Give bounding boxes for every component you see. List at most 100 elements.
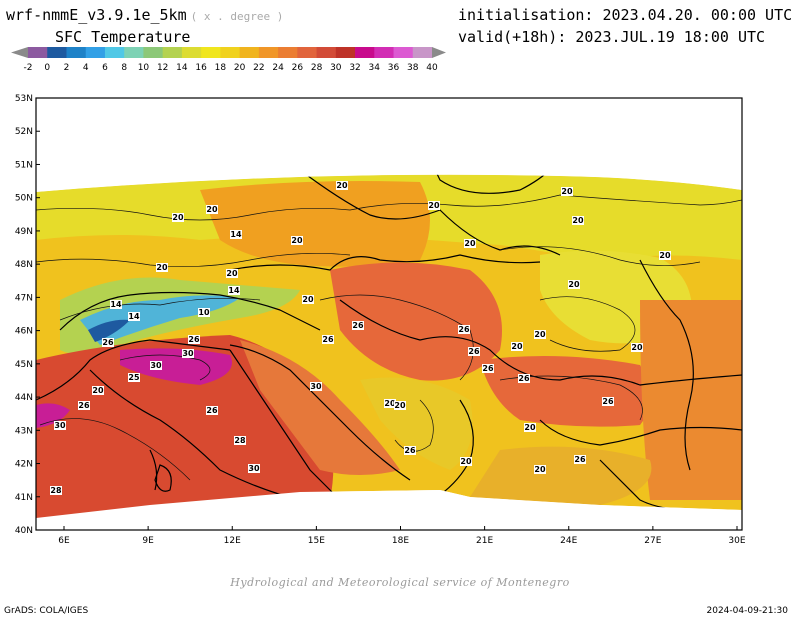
contour-label: 14 xyxy=(128,312,140,321)
contour-label-bg xyxy=(230,230,242,239)
contour-label-bg xyxy=(234,436,246,445)
contour-label: 20 xyxy=(206,205,218,214)
contour-label-bg xyxy=(322,335,334,344)
contour-label: 20 xyxy=(291,236,303,245)
colorbar-tick-label: 8 xyxy=(121,63,127,73)
colorbar-tick-label: 14 xyxy=(176,63,188,73)
contour-label-bg xyxy=(404,446,416,455)
contour-label-bg xyxy=(78,401,90,410)
contour-label: 20 xyxy=(156,263,168,272)
colorbar-tick-label: 26 xyxy=(292,63,304,73)
colorbar-swatch xyxy=(297,47,318,58)
contour-label-bg xyxy=(352,321,364,330)
contour-label: 26 xyxy=(574,455,586,464)
longitude-labels: 6E 9E 12E 15E 18E 21E 24E 27E 30E xyxy=(58,526,746,546)
colorbar-tick-label: 30 xyxy=(330,63,342,73)
contour-label-bg xyxy=(524,423,536,432)
contour-label-bg xyxy=(102,338,114,347)
lat-label: 51N xyxy=(15,160,33,170)
contour-label-bg xyxy=(561,187,573,196)
contour-label: 20 xyxy=(336,181,348,190)
contour-label: 20 xyxy=(534,465,546,474)
contour-label: 26 xyxy=(352,321,364,330)
lon-label: 21E xyxy=(476,536,493,546)
colorbar-tick-label: 10 xyxy=(138,63,150,73)
colorbar-swatch xyxy=(162,47,183,58)
border-czech-slovakia xyxy=(299,169,561,256)
coast-sardinia xyxy=(149,449,158,491)
contour-label: 20 xyxy=(394,401,406,410)
colorbar-swatch xyxy=(28,47,48,58)
lat-label: 43N xyxy=(15,426,33,436)
contour-label: 20 xyxy=(524,423,536,432)
footer-timestamp: 2024-04-09-21:30 xyxy=(706,606,789,616)
colorbar-tick-label: 36 xyxy=(388,63,400,73)
map-frame xyxy=(35,97,743,531)
contour-label-bg xyxy=(291,236,303,245)
init-label: initialisation: xyxy=(458,6,594,24)
colorbar-tick-label: 18 xyxy=(215,63,227,73)
colorbar-swatch xyxy=(143,47,164,58)
contour-20-east xyxy=(499,246,701,266)
contour-label: 20 xyxy=(464,239,476,248)
valid-label: valid(+18h): xyxy=(458,28,567,46)
colorbar-swatch xyxy=(201,47,221,58)
contour-label: 14 xyxy=(110,300,122,309)
contour-label: 30 xyxy=(54,421,66,430)
contour-label: 26 xyxy=(404,446,416,455)
colorbar-swatch xyxy=(104,47,125,58)
colorbar-swatch xyxy=(335,47,356,58)
contour-label: 20 xyxy=(384,399,396,408)
contour-label: 26 xyxy=(322,335,334,344)
contour-label: 20 xyxy=(572,216,584,225)
contour-label-bg xyxy=(458,325,470,334)
field-coast-hot xyxy=(36,403,70,428)
contour-label-bg xyxy=(310,382,322,391)
coast-corsica xyxy=(154,464,172,492)
contour-label-bg xyxy=(602,397,614,406)
model-title: wrf-nmmE_v3.9.1e_5km( x . degree ) xyxy=(6,6,283,24)
lat-label: 52N xyxy=(15,127,33,137)
contour-label: 30 xyxy=(182,349,194,358)
lat-label: 50N xyxy=(15,194,33,204)
lon-label: 12E xyxy=(224,536,241,546)
coast-italy-west xyxy=(89,369,301,501)
contours xyxy=(36,194,742,481)
contour-label-bg xyxy=(206,406,218,415)
contour-label-bg xyxy=(468,347,480,356)
contour-label-bg xyxy=(206,205,218,214)
colorbar-tick-label: 22 xyxy=(253,63,264,73)
lon-label: 6E xyxy=(58,536,70,546)
border-bulgaria-turkey xyxy=(539,419,742,446)
lat-label: 42N xyxy=(15,460,33,470)
colorbar-low-arrow xyxy=(11,47,28,58)
field-adriatic xyxy=(240,340,400,475)
contour-label: 26 xyxy=(78,401,90,410)
contour-label-bg xyxy=(384,399,396,408)
colorbar-swatch xyxy=(258,47,279,58)
colorbar-swatch xyxy=(374,47,395,58)
contour-label: 26 xyxy=(188,335,200,344)
contour-label-bg xyxy=(631,343,643,352)
coast-italy-east xyxy=(229,349,341,501)
colorbar-tick-label: 12 xyxy=(157,63,168,73)
no-data-south xyxy=(36,490,742,530)
contour-label: 20 xyxy=(561,187,573,196)
contour-label-bg xyxy=(110,300,122,309)
credit-text: Hydrological and Meteorological service … xyxy=(230,576,570,589)
contour-label: 26 xyxy=(458,325,470,334)
contour-label-bg xyxy=(518,374,530,383)
field-alps-coldest xyxy=(88,319,130,342)
field-po-hot xyxy=(120,348,232,385)
lat-label: 46N xyxy=(15,327,33,337)
lat-label: 48N xyxy=(15,260,33,270)
contour-label: 20 xyxy=(172,213,184,222)
contour-label: 30 xyxy=(248,464,260,473)
colorbar-tick-label: 16 xyxy=(195,63,207,73)
lat-label: 44N xyxy=(15,393,33,403)
contour-label-bg xyxy=(428,201,440,210)
contour-label: 26 xyxy=(102,338,114,347)
model-name: wrf-nmmE_v3.9.1e_5km xyxy=(6,6,187,24)
colorbar-tick-label: 2 xyxy=(64,63,70,73)
